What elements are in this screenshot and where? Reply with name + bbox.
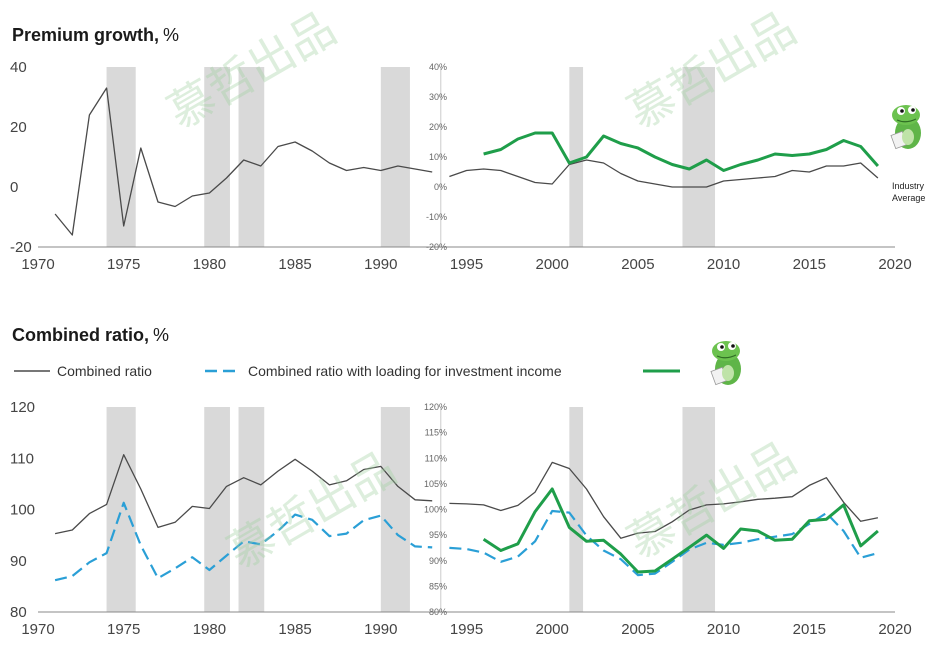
y-tick-label-right: -20% [426, 242, 447, 252]
y-tick-label-right: 80% [429, 607, 447, 617]
x-tick-label: 2010 [707, 256, 740, 273]
y-tick-label-right: 110% [425, 453, 447, 463]
x-tick-label: 1975 [107, 621, 140, 638]
y-tick-label-right: 30% [429, 92, 447, 102]
x-tick-label: 1990 [364, 621, 397, 638]
series-lines [54, 87, 880, 236]
y-tick-label-left: 20 [10, 119, 27, 136]
recession-band [380, 67, 410, 247]
recession-band [569, 67, 584, 247]
x-tick-label: 1975 [107, 256, 140, 273]
x-tick-label: 2020 [878, 621, 911, 638]
recession-bands [106, 67, 716, 247]
x-tick-label: 1995 [450, 256, 483, 273]
series-line-highlight [483, 131, 880, 172]
series-line-combined-ratio [449, 461, 879, 539]
legend: Combined ratio Combined ratio with loadi… [14, 340, 742, 386]
tick-labels: 1970 1975 1980 1985 1990 1995 2000 2005 2010 2015… [10, 399, 912, 638]
axes [38, 407, 895, 613]
x-tick-label: 2015 [793, 621, 826, 638]
y-tick-label-right: 90% [429, 556, 447, 566]
x-tick-label: 2005 [621, 256, 654, 273]
recession-band [238, 407, 265, 612]
x-tick-label: 2015 [793, 256, 826, 273]
series-line-industry-average [54, 87, 433, 236]
frog-mascot-icon [710, 340, 742, 386]
y-tick-label-right: 120% [424, 402, 447, 412]
x-tick-label: 2005 [621, 621, 654, 638]
x-tick-label: 2020 [878, 256, 911, 273]
y-tick-label-left: 80 [10, 604, 27, 621]
combined-ratio-panel: Combined ratio,% Combined ratio Combined… [10, 325, 912, 638]
x-tick-label: 2010 [707, 621, 740, 638]
y-tick-label-right: 115% [425, 428, 447, 438]
tick-labels: 1970 1975 1980 1985 1990 1995 2000 2005 2010 2015… [10, 59, 912, 273]
x-tick-label: 1970 [21, 621, 54, 638]
y-tick-label-left: 0 [10, 179, 18, 196]
frog-mascot-icon [890, 104, 922, 150]
premium-growth-panel: Premium growth,% 1970 1975 1980 1985 1990 199… [10, 25, 925, 273]
y-tick-label-left: 120 [10, 399, 35, 416]
y-tick-label-left: 90 [10, 553, 27, 570]
series-line-loaded [54, 501, 433, 582]
y-tick-label-left: 40 [10, 59, 27, 76]
series-line-combined-ratio [54, 454, 433, 535]
y-tick-label-right: 85% [429, 581, 447, 591]
recession-band [106, 67, 136, 247]
x-tick-label: 1995 [450, 621, 483, 638]
industry-average-label-line1: Industry [892, 181, 925, 191]
legend-label-loaded: Combined ratio with loading for investme… [248, 363, 562, 379]
recession-band [682, 67, 716, 247]
recession-band [380, 407, 410, 612]
series-lines [54, 454, 879, 582]
x-tick-label: 1985 [278, 256, 311, 273]
axes [38, 67, 895, 248]
chart-title: Combined ratio,% [12, 325, 169, 345]
y-tick-label-left: 110 [10, 450, 34, 467]
y-tick-label-right: 100% [424, 505, 447, 515]
chart-title: Premium growth,% [12, 25, 179, 45]
series-line-industry-average [449, 159, 879, 188]
recession-band [682, 407, 716, 612]
industry-average-label-line2: Average [892, 193, 925, 203]
recession-band [204, 67, 230, 247]
y-tick-label-right: -10% [426, 212, 447, 222]
x-tick-label: 1970 [21, 256, 54, 273]
y-tick-label-right: 95% [429, 530, 447, 540]
x-tick-label: 1985 [278, 621, 311, 638]
y-tick-label-left: 100 [10, 502, 35, 519]
y-tick-label-right: 10% [429, 152, 447, 162]
x-tick-label: 1980 [193, 256, 226, 273]
y-tick-label-right: 0% [434, 182, 447, 192]
recession-band [106, 407, 136, 612]
x-tick-label: 2000 [536, 256, 569, 273]
legend-label-combined-ratio: Combined ratio [57, 363, 152, 379]
x-tick-label: 1980 [193, 621, 226, 638]
recession-bands [106, 407, 716, 612]
x-tick-label: 1990 [364, 256, 397, 273]
series-line-highlight [482, 487, 879, 574]
recession-band [569, 407, 584, 612]
recession-band [204, 407, 230, 612]
y-tick-label-right: 20% [429, 122, 447, 132]
y-tick-label-right: 40% [429, 62, 447, 72]
recession-band [238, 67, 265, 247]
x-tick-label: 2000 [536, 621, 569, 638]
y-tick-label-right: 105% [424, 479, 447, 489]
y-tick-label-left: -20 [10, 239, 32, 256]
